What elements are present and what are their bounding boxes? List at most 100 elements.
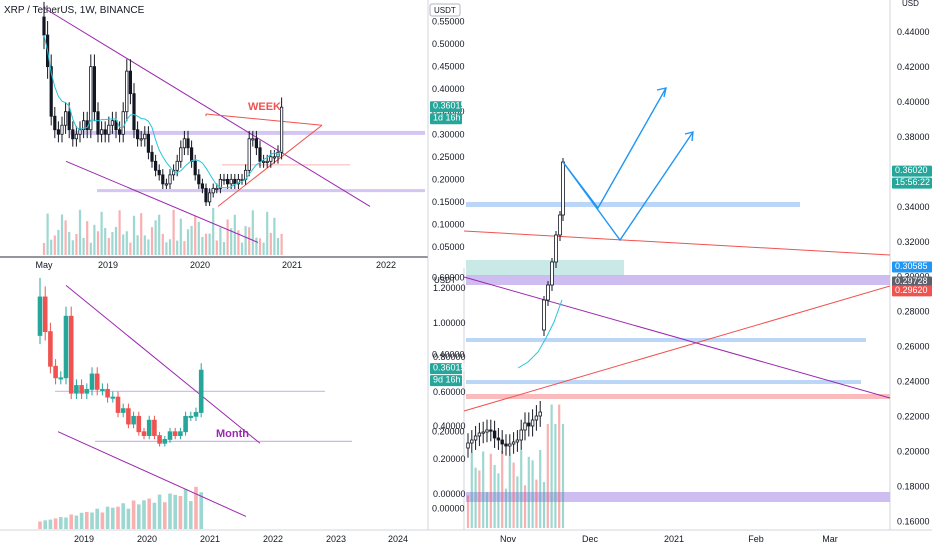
weekly-candle: [49, 66, 53, 117]
weekly-candle: [171, 169, 176, 176]
weekly-triangle-bottom: [217, 124, 323, 207]
weekly-volume-bar: [161, 233, 164, 255]
weekly-volume-bar: [248, 227, 251, 255]
weekly-candle: [179, 147, 183, 162]
daily-y-tick: 0.16000: [897, 516, 930, 526]
weekly-volume-bar: [57, 229, 60, 255]
daily-candle: [485, 429, 489, 433]
daily-forecast-path-a: [562, 87, 667, 210]
weekly-volume-bar: [53, 235, 56, 255]
currency-badge-bg: [429, 3, 461, 17]
weekly-volume-bar: [42, 243, 46, 255]
daily-inner-y-tick: 0.80000: [433, 352, 466, 362]
weekly-candle: [107, 124, 111, 135]
daily-teal-zone: [466, 260, 624, 276]
weekly-volume-bar: [140, 213, 143, 255]
weekly-candle: [135, 129, 140, 140]
monthly-volume-bar: [142, 500, 146, 529]
daily-volume-bar: [516, 476, 519, 528]
weekly-volume-bar: [262, 242, 265, 255]
weekly-candle: [200, 183, 204, 189]
daily-y-tick: 0.32000: [897, 237, 930, 247]
weekly-chart[interactable]: May 2019 2020 2021 2022 WEEK USDT 0.55000 0.5000…: [35, 1, 466, 270]
daily-volume-bar: [485, 492, 489, 528]
weekly-candle: [168, 174, 172, 185]
monthly-candle: [110, 396, 116, 399]
monthly-candle: [105, 388, 110, 398]
daily-volume-bar: [542, 482, 546, 528]
monthly-y-tick: 0.40000: [432, 350, 465, 360]
weekly-volume-bar: [93, 224, 96, 255]
weekly-candle: [71, 129, 75, 140]
weekly-candle: [78, 129, 82, 135]
weekly-volume-bar: [122, 234, 125, 255]
daily-rally-candle: [550, 261, 554, 286]
daily-volume-bar: [497, 473, 500, 528]
weekly-volume-bar: [89, 242, 92, 255]
weekly-candle: [279, 106, 284, 153]
daily-candle: [538, 411, 542, 417]
daily-level-tag-b-bg: [892, 276, 932, 288]
weekly-candle: [186, 138, 190, 149]
monthly-candle: [58, 377, 64, 380]
weekly-volume-bar: [172, 209, 175, 255]
weekly-volume-bar: [222, 242, 226, 255]
weekly-volume-bar: [258, 238, 262, 255]
weekly-volume-bar: [168, 239, 172, 255]
daily-volume-bar: [466, 495, 470, 528]
monthly-volume-bar: [157, 494, 162, 529]
daily-level-tag-a-bg: [892, 261, 932, 273]
weekly-volume-bar: [158, 214, 161, 255]
weekly-lower-trendline: [65, 160, 259, 243]
weekly-volume-bar: [215, 240, 218, 255]
weekly-candle: [92, 66, 96, 113]
daily-x-tick: Dec: [582, 534, 599, 544]
weekly-candle: [254, 138, 258, 149]
weekly-y-tick: 0.50000: [432, 39, 465, 49]
weekly-volume-bar: [132, 215, 136, 255]
monthly-volume-bar: [168, 493, 172, 529]
weekly-volume-bar: [255, 237, 258, 255]
weekly-volume-bar: [50, 239, 53, 255]
weekly-candle: [114, 120, 118, 131]
weekly-down-trendline: [43, 7, 371, 207]
weekly-volume-bar: [186, 229, 190, 255]
weekly-candle: [229, 178, 233, 185]
weekly-candle: [182, 138, 186, 149]
weekly-candle: [247, 138, 251, 171]
weekly-y-tick: 0.45000: [432, 62, 465, 72]
weekly-volume-bar: [82, 237, 85, 255]
daily-candle: [473, 435, 478, 441]
daily-volume-bar: [482, 451, 485, 528]
monthly-x-tick: 2022: [263, 534, 283, 544]
weekly-candle: [121, 111, 125, 135]
monthly-down-trendline: [65, 285, 261, 444]
weekly-candle: [197, 174, 201, 185]
daily-y-tick: 0.24000: [897, 377, 930, 387]
daily-inner-y-tick: 0.00000: [433, 489, 466, 499]
weekly-price-tag: 0.36015: [433, 101, 466, 111]
weekly-y-tick: 0.05000: [432, 242, 465, 252]
weekly-candle: [157, 169, 161, 176]
weekly-candle: [222, 178, 226, 181]
monthly-candle: [115, 396, 121, 413]
monthly-candle: [37, 296, 43, 336]
monthly-y-tick: 0.60000: [432, 273, 465, 283]
weekly-volume-bar: [269, 232, 272, 255]
daily-y-tick: 0.20000: [897, 446, 930, 456]
weekly-x-tick: 2022: [376, 260, 396, 270]
daily-level-tag-c-bg: [892, 285, 932, 297]
weekly-volume-bar: [179, 218, 182, 255]
daily-chart[interactable]: Nov Dec 2021 Feb Mar USD 0.44000 0.42000 0.40000…: [433, 0, 932, 544]
weekly-volume-bar: [78, 209, 82, 255]
weekly-candle: [82, 120, 86, 131]
weekly-x-tick: 2021: [282, 260, 302, 270]
weekly-candle: [153, 160, 158, 171]
daily-y-tick: 0.26000: [897, 342, 930, 352]
daily-rally-candle: [554, 234, 558, 263]
daily-candle: [492, 430, 497, 439]
weekly-candle: [265, 160, 269, 163]
daily-volume-bar: [478, 470, 481, 528]
monthly-chart[interactable]: 2019 2020 2021 2022 2023 2024 Month 0.60000 0.40…: [37, 273, 466, 544]
weekly-candle: [56, 129, 61, 135]
